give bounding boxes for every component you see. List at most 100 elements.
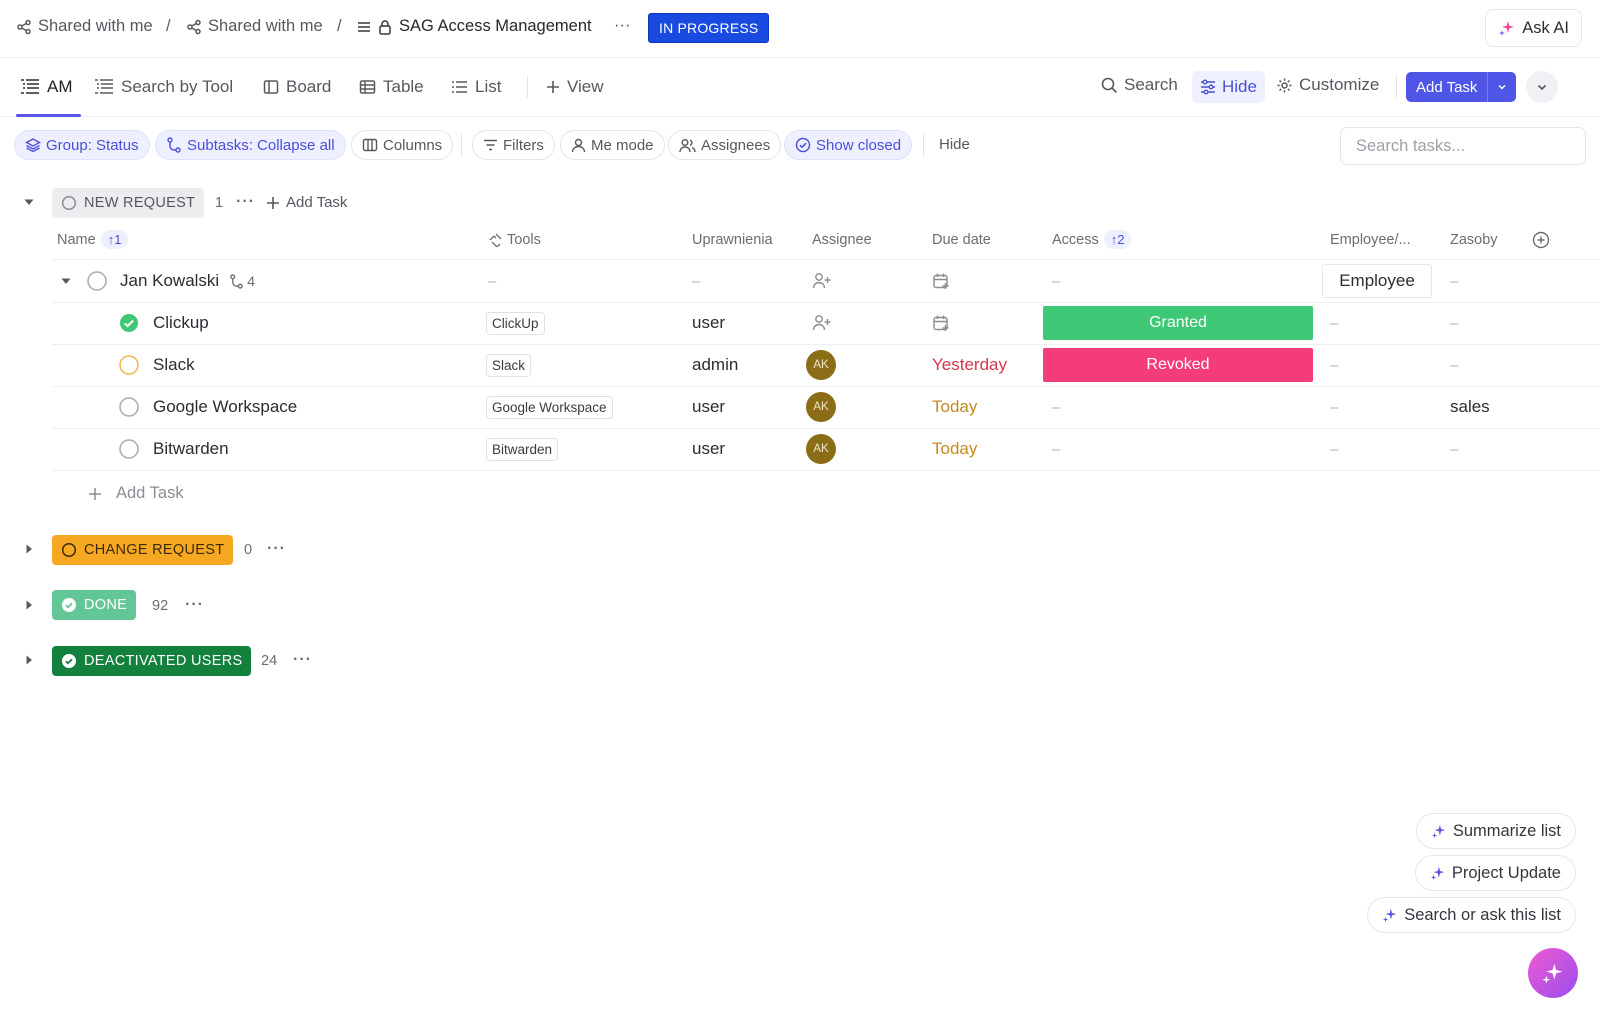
tab-board[interactable]: Board (263, 58, 331, 116)
chevron-down-icon[interactable] (1488, 82, 1516, 92)
search-tasks-input[interactable] (1340, 127, 1586, 165)
due-date-cell[interactable] (932, 302, 950, 344)
sort-badge[interactable]: ↑2 (1103, 230, 1132, 249)
assignee-cell[interactable]: AK (806, 428, 836, 470)
permission-cell[interactable]: user (692, 386, 725, 428)
zasoby-cell[interactable]: sales (1450, 386, 1490, 428)
group-more-button[interactable]: ··· (236, 193, 255, 210)
task-status-toggle[interactable] (118, 428, 140, 470)
status-group-badge[interactable]: NEW REQUEST (52, 188, 205, 218)
column-header-employee[interactable]: Employee/... (1330, 232, 1411, 248)
breadcrumb-item-3[interactable]: SAG Access Management (357, 17, 592, 36)
table-row[interactable]: Google Workspace Google Workspace user AK To… (52, 386, 1600, 429)
sort-badge[interactable]: ↑1 (100, 230, 129, 249)
tools-cell[interactable]: ClickUp (486, 302, 545, 344)
assignees-chip[interactable]: Assignees (668, 130, 782, 160)
task-name-cell[interactable]: Clickup (153, 302, 209, 344)
task-status-toggle[interactable] (118, 344, 140, 386)
zasoby-cell[interactable]: – (1450, 344, 1458, 386)
add-task-button[interactable]: Add Task (1406, 72, 1517, 102)
search-button[interactable]: Search (1101, 75, 1178, 95)
access-cell[interactable]: Granted (1043, 302, 1313, 344)
permission-cell[interactable]: user (692, 302, 725, 344)
column-header-tools[interactable]: Tools (488, 232, 541, 248)
employee-cell[interactable]: – (1330, 428, 1338, 470)
access-cell[interactable]: – (1052, 428, 1060, 470)
tools-cell[interactable]: – (488, 272, 497, 290)
summarize-list-button[interactable]: Summarize list (1415, 813, 1576, 849)
tab-table[interactable]: Table (359, 58, 424, 116)
employee-cell[interactable]: Employee (1322, 260, 1432, 302)
breadcrumb-item-2[interactable]: Shared with me (186, 17, 323, 36)
assignee-cell[interactable] (812, 302, 832, 344)
employee-cell[interactable]: – (1330, 386, 1338, 428)
permission-cell[interactable]: user (692, 428, 725, 470)
permission-cell[interactable]: admin (692, 344, 738, 386)
access-cell[interactable]: – (1052, 386, 1060, 428)
group-by-status-chip[interactable]: Group: Status (14, 130, 150, 160)
group-collapse-toggle[interactable] (20, 193, 38, 211)
more-options-button[interactable]: ··· (614, 16, 630, 35)
group-more-button[interactable]: ··· (185, 596, 204, 613)
assignee-cell[interactable]: AK (806, 386, 836, 428)
column-header-zasoby[interactable]: Zasoby (1450, 232, 1498, 248)
table-row[interactable]: Bitwarden Bitwarden user AK Today – – – (52, 428, 1600, 471)
zasoby-cell[interactable]: – (1450, 272, 1459, 290)
subtasks-chip[interactable]: Subtasks: Collapse all (155, 130, 346, 160)
customize-button[interactable]: Customize (1276, 75, 1379, 95)
column-header-access[interactable]: Access ↑2 (1052, 230, 1132, 249)
collapse-toolbar-button[interactable] (1526, 71, 1558, 103)
column-header-name[interactable]: Name ↑1 (57, 230, 129, 249)
table-row[interactable]: Clickup ClickUp user Granted – – (52, 302, 1600, 345)
tab-list[interactable]: List (451, 58, 501, 116)
table-row[interactable]: Slack Slack admin AK Yesterday Revoked – – (52, 344, 1600, 387)
group-expand-toggle[interactable] (20, 596, 38, 614)
employee-cell[interactable]: – (1330, 344, 1338, 386)
assignee-cell[interactable]: AK (806, 344, 836, 386)
group-more-button[interactable]: ··· (267, 540, 286, 557)
employee-cell[interactable]: – (1330, 302, 1338, 344)
column-header-assignee[interactable]: Assignee (812, 232, 872, 248)
group-expand-toggle[interactable] (20, 540, 38, 558)
ai-assistant-fab[interactable] (1528, 948, 1578, 998)
group-add-task-button[interactable]: Add Task (266, 194, 347, 211)
status-group-badge[interactable]: CHANGE REQUEST (52, 535, 234, 565)
me-mode-chip[interactable]: Me mode (560, 130, 665, 160)
set-due-date-button[interactable] (932, 260, 950, 302)
due-date-cell[interactable]: Today (932, 428, 977, 470)
tools-cell[interactable]: Bitwarden (486, 428, 559, 470)
breadcrumb-item-1[interactable]: Shared with me (16, 17, 153, 36)
task-name-cell[interactable]: Slack (153, 344, 195, 386)
tools-cell[interactable]: Google Workspace (486, 386, 613, 428)
columns-chip[interactable]: Columns (351, 130, 454, 160)
task-status-toggle[interactable] (86, 260, 108, 302)
tools-cell[interactable]: Slack (486, 344, 532, 386)
add-view-button[interactable]: View (546, 58, 604, 116)
status-badge[interactable]: IN PROGRESS (648, 13, 770, 43)
filters-chip[interactable]: Filters (472, 130, 555, 160)
tab-am[interactable]: AM (16, 58, 80, 117)
search-or-ask-button[interactable]: Search or ask this list (1367, 897, 1576, 933)
hide-filters-button[interactable]: Hide (939, 136, 970, 153)
zasoby-cell[interactable]: – (1450, 428, 1458, 470)
add-task-row[interactable]: Add Task (88, 484, 184, 503)
column-header-uprawnienia[interactable]: Uprawnienia (692, 232, 773, 248)
status-group-badge[interactable]: DEACTIVATED USERS (52, 646, 252, 676)
group-expand-toggle[interactable] (20, 651, 38, 669)
show-closed-chip[interactable]: Show closed (784, 130, 913, 160)
tab-search-by-tool[interactable]: Search by Tool (94, 58, 233, 116)
task-name-cell[interactable]: Bitwarden (153, 428, 229, 470)
group-more-button[interactable]: ··· (293, 651, 312, 668)
task-name-cell[interactable]: Jan Kowalski 4 (120, 260, 255, 302)
assign-user-button[interactable] (812, 260, 832, 302)
ask-ai-button[interactable]: Ask AI (1485, 9, 1582, 47)
hide-button[interactable]: Hide (1192, 71, 1265, 103)
add-column-button[interactable] (1532, 231, 1550, 249)
task-status-toggle[interactable] (118, 386, 140, 428)
task-name-cell[interactable]: Google Workspace (153, 386, 297, 428)
due-date-cell[interactable]: Yesterday (932, 344, 1007, 386)
access-cell[interactable]: – (1052, 272, 1061, 290)
task-status-toggle[interactable] (118, 302, 140, 344)
due-date-cell[interactable]: Today (932, 386, 977, 428)
access-cell[interactable]: Revoked (1043, 344, 1313, 386)
